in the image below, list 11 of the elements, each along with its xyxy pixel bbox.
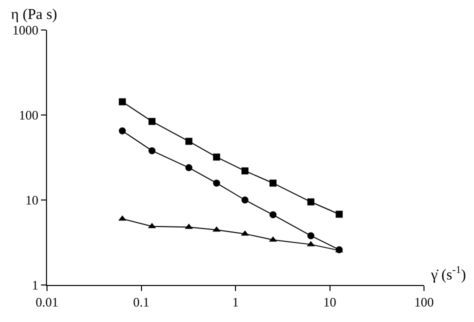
x-tick-label: 10 [323, 294, 336, 310]
y-axis-title: η (Pa s) [11, 7, 58, 23]
x-tick-label: 100 [414, 294, 434, 310]
x-tick-label: 0.01 [36, 294, 58, 310]
x-tick-label: 1 [232, 294, 239, 310]
x-tick-label: 0.1 [133, 294, 150, 310]
y-tick-label: 1000 [12, 22, 38, 38]
y-tick-label: 1 [32, 278, 38, 293]
y-tick-label: 100 [18, 108, 38, 123]
y-tick-label: 10 [25, 192, 38, 208]
x-axis-title: γ̇ (s$^{-1}$) [430, 265, 466, 284]
